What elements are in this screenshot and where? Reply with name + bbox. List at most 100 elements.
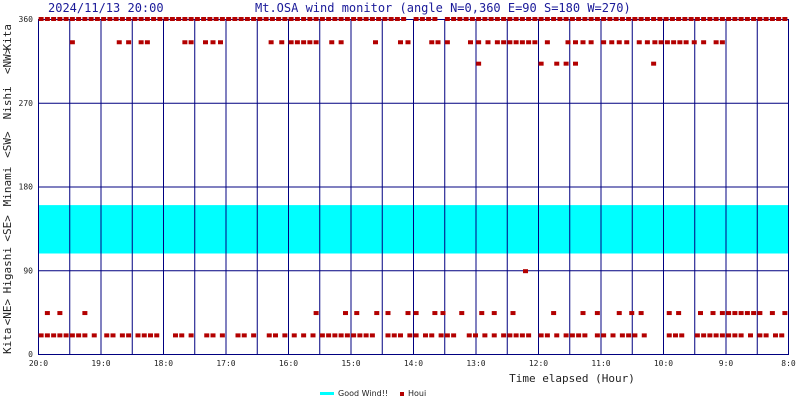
y-tick-label: 360	[19, 15, 34, 24]
houi-point	[588, 17, 594, 21]
houi-point	[432, 311, 438, 316]
houi-point	[294, 17, 300, 21]
houi-point	[469, 17, 475, 21]
houi-point	[638, 311, 644, 316]
houi-point	[313, 17, 319, 21]
houi-point	[491, 333, 497, 338]
houi-point	[241, 333, 247, 338]
houi-point	[279, 40, 285, 45]
houi-point	[440, 311, 446, 316]
houi-point	[444, 333, 450, 338]
y-direction-label: <SW>	[1, 131, 14, 158]
houi-point	[338, 17, 344, 21]
houi-point	[526, 333, 532, 338]
houi-point	[301, 17, 307, 21]
houi-point	[457, 17, 463, 21]
houi-point	[701, 40, 707, 45]
houi-point	[188, 333, 194, 338]
houi-point	[119, 17, 125, 21]
houi-point	[732, 311, 738, 316]
houi-point	[601, 40, 607, 45]
houi-swatch-icon	[400, 391, 404, 396]
houi-point	[169, 17, 175, 21]
houi-point	[126, 333, 132, 338]
chart-header: 2024/11/13 20:00 Mt.OSA wind monitor (an…	[0, 1, 800, 17]
houi-point	[413, 333, 419, 338]
houi-point	[532, 17, 538, 21]
houi-point	[726, 311, 732, 316]
x-tick-layer: 20:0 19:0 18:0 17:0 16:0 15:0 14:0 13:0 12:0 11:0…	[29, 359, 796, 368]
houi-point	[676, 311, 682, 316]
houi-point	[269, 17, 275, 21]
houi-point	[526, 17, 532, 21]
houi-point	[519, 333, 525, 338]
chart-title: Mt.OSA wind monitor (angle N=0,360 E=90 …	[255, 1, 631, 15]
houi-point	[501, 333, 507, 338]
houi-point	[307, 17, 313, 21]
houi-point	[485, 40, 491, 45]
houi-point	[194, 17, 200, 21]
houi-point	[673, 333, 678, 338]
houi-point	[626, 333, 632, 338]
houi-point	[218, 40, 223, 45]
houi-point	[707, 17, 713, 21]
houi-point	[338, 333, 344, 338]
houi-point	[782, 17, 788, 21]
grid-layer	[38, 19, 789, 355]
houi-point	[501, 17, 507, 21]
y-direction-label: Minami	[1, 167, 14, 207]
houi-point	[713, 40, 719, 45]
houi-point	[444, 40, 450, 45]
houi-point	[69, 333, 75, 338]
houi-point	[544, 333, 550, 338]
houi-point	[551, 311, 557, 316]
houi-point	[313, 40, 319, 45]
x-tick-label: 18:0	[154, 359, 173, 368]
y-direction-label: Kita	[1, 24, 14, 51]
houi-point	[757, 333, 763, 338]
houi-point	[76, 333, 82, 338]
houi-point	[369, 333, 375, 338]
houi-point	[582, 17, 588, 21]
houi-point	[701, 333, 707, 338]
y-tick-label: 270	[19, 99, 34, 108]
houi-point	[44, 311, 50, 316]
legend-good-wind: Good Wind!!	[320, 389, 388, 398]
houi-point	[763, 17, 769, 21]
houi-point	[179, 333, 185, 338]
houi-point	[182, 17, 188, 21]
y-tick-label: 90	[23, 266, 33, 275]
houi-point	[69, 17, 75, 21]
houi-point	[151, 17, 157, 21]
houi-point	[658, 40, 664, 45]
houi-point	[601, 333, 607, 338]
houi-point	[594, 17, 600, 21]
houi-point	[438, 333, 444, 338]
houi-point	[569, 333, 575, 338]
houi-point	[757, 17, 763, 21]
houi-point	[666, 333, 672, 338]
good-wind-swatch-icon	[320, 392, 334, 395]
houi-point	[154, 333, 160, 338]
houi-point	[69, 40, 75, 45]
houi-point	[238, 17, 244, 21]
houi-point	[113, 17, 119, 21]
houi-point	[476, 17, 482, 21]
houi-point	[326, 333, 332, 338]
houi-point	[188, 17, 194, 21]
houi-point	[651, 61, 657, 66]
houi-point	[554, 61, 560, 66]
houi-point	[776, 17, 782, 21]
houi-point	[135, 333, 141, 338]
x-tick-label: 9:0	[719, 359, 734, 368]
y-direction-label: Kita	[1, 328, 14, 355]
houi-point	[376, 17, 382, 21]
houi-point	[405, 40, 411, 45]
houi-point	[398, 40, 403, 45]
houi-point	[332, 333, 338, 338]
houi-point	[373, 40, 378, 45]
houi-point	[751, 311, 757, 316]
houi-point	[679, 333, 685, 338]
houi-point	[104, 333, 110, 338]
houi-point	[451, 17, 457, 21]
